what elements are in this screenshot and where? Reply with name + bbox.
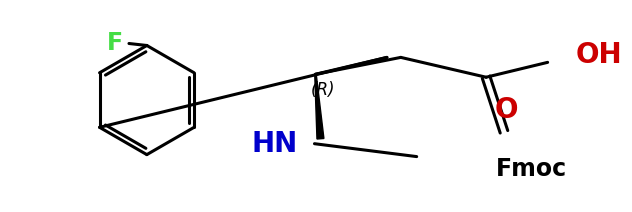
Text: (R): (R) — [311, 81, 336, 99]
Text: Fmoc: Fmoc — [496, 158, 567, 181]
Polygon shape — [315, 74, 324, 139]
Text: O: O — [494, 96, 518, 124]
Text: OH: OH — [575, 41, 622, 69]
Text: F: F — [107, 31, 123, 54]
Text: HN: HN — [252, 130, 298, 158]
